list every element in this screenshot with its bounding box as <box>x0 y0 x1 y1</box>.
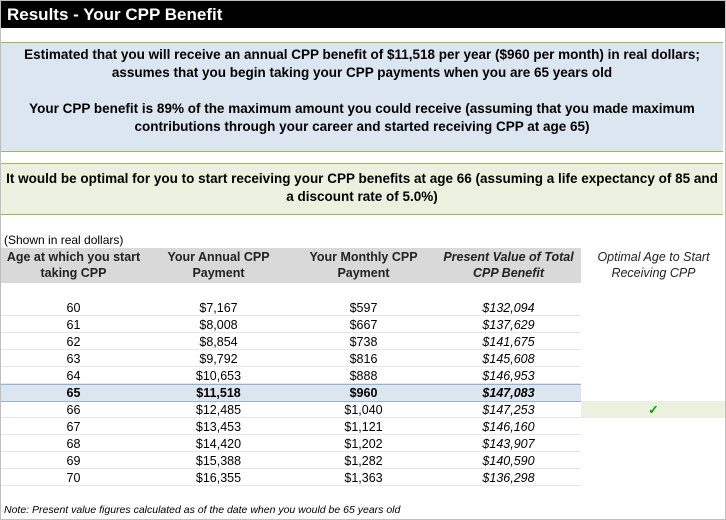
table-cell: 69 <box>66 454 81 468</box>
table-row <box>1 367 581 384</box>
table-cell: $11,518 <box>196 386 241 400</box>
title: Results - Your CPP Benefit <box>7 5 223 24</box>
optimal-check: ✓ <box>648 403 659 417</box>
estimate-text: Estimated that you will receive an annua… <box>24 47 700 80</box>
table-cell: $1,363 <box>344 471 383 485</box>
table-row <box>1 384 581 402</box>
header-background <box>1 248 581 283</box>
table-cell: $147,083 <box>482 386 535 400</box>
table-cell: $667 <box>349 318 378 332</box>
optimal-highlight <box>581 401 725 418</box>
table-cell: 64 <box>66 369 81 383</box>
table-row <box>1 299 581 316</box>
table-cell: 68 <box>66 437 81 451</box>
table-cell: $8,008 <box>199 318 238 332</box>
column-header: Optimal Age to Start Receiving CPP <box>597 250 710 280</box>
table-cell: $141,675 <box>482 335 535 349</box>
table-cell: $13,453 <box>195 420 242 434</box>
table-cell: 63 <box>66 352 81 366</box>
column-header: Present Value of Total CPP Benefit <box>443 250 574 280</box>
table-row <box>1 333 581 350</box>
table-cell: $143,907 <box>482 437 535 451</box>
table-cell: 60 <box>66 301 81 315</box>
table-cell: $960 <box>349 386 378 400</box>
table-cell: $136,298 <box>482 471 535 485</box>
table-cell: $16,355 <box>195 471 242 485</box>
optimal-box: It would be optimal for you to start rec… <box>1 163 723 215</box>
table-cell: $132,094 <box>482 301 535 315</box>
table-row <box>1 401 581 418</box>
table-cell: $12,485 <box>195 403 242 417</box>
table-row <box>1 452 581 469</box>
table-row <box>1 350 581 367</box>
table-row <box>1 435 581 452</box>
table-cell: 66 <box>66 403 81 417</box>
optimal-text: It would be optimal for you to start rec… <box>6 171 718 204</box>
table-cell: $816 <box>349 352 378 366</box>
table-cell: $145,608 <box>482 352 535 366</box>
summary-box: Estimated that you will receive an annua… <box>1 42 723 152</box>
table-cell: $140,590 <box>482 454 535 468</box>
table-cell: $147,253 <box>482 403 535 417</box>
table-cell: $738 <box>349 335 378 349</box>
title-bar <box>1 1 725 28</box>
table-row <box>1 418 581 435</box>
table-cell: $597 <box>349 301 378 315</box>
table-caption: (Shown in real dollars) <box>4 233 124 247</box>
table-cell: $7,167 <box>199 301 238 315</box>
table-cell: $14,420 <box>195 437 242 451</box>
table-cell: 67 <box>66 420 81 434</box>
table-cell: $1,121 <box>344 420 383 434</box>
table-cell: 61 <box>66 318 81 332</box>
table-cell: 70 <box>66 471 81 485</box>
table-cell: $137,629 <box>482 318 535 332</box>
column-header: Your Monthly CPP Payment <box>309 250 418 280</box>
table-row <box>1 316 581 333</box>
percent-text: Your CPP benefit is 89% of the maximum a… <box>29 101 695 134</box>
table-cell: $146,953 <box>482 369 535 383</box>
table-cell: $10,653 <box>195 369 242 383</box>
table-cell: $1,040 <box>344 403 383 417</box>
table-cell: $1,282 <box>344 454 383 468</box>
table-cell: $9,792 <box>199 352 238 366</box>
table-cell: $1,202 <box>344 437 383 451</box>
column-header: Your Annual CPP Payment <box>167 250 270 280</box>
table-cell: $888 <box>349 369 378 383</box>
table-cell: 62 <box>66 335 81 349</box>
table-cell: $146,160 <box>482 420 535 434</box>
table-cell: 65 <box>66 386 81 400</box>
table-cell: $8,854 <box>199 335 238 349</box>
table-cell: $15,388 <box>195 454 242 468</box>
column-header: Age at which you start taking CPP <box>6 250 141 280</box>
table-row <box>1 469 581 486</box>
note: Note: Present value figures calculated a… <box>4 504 401 516</box>
